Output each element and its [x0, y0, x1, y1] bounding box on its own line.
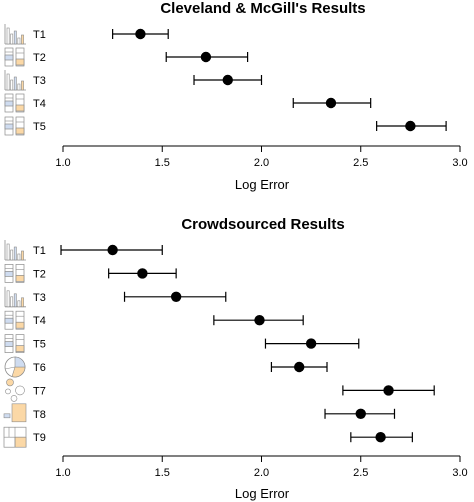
x-tick-label: 1.0 — [55, 157, 70, 169]
x-tick-label: 2.0 — [254, 157, 269, 169]
dot-plot-rows: T1 T2 T3 T4 T5 T6 T7 T8 T9 — [3, 240, 435, 448]
x-tick-label: 2.5 — [353, 157, 368, 169]
x-tick-label: 2.0 — [254, 467, 269, 479]
stacked-bar-icon — [4, 264, 25, 283]
data-point — [137, 268, 148, 279]
data-point — [107, 244, 118, 256]
square-area-icon — [3, 403, 27, 423]
panel-cleveland-mcgill: Cleveland & McGill's Results T1T2T3T4T5 … — [4, 0, 468, 192]
data-row-t3: T3 — [4, 286, 227, 308]
data-point — [170, 291, 182, 302]
x-tick-label: 3.0 — [452, 157, 467, 169]
bar-chart-icon — [4, 24, 26, 45]
data-row-t3: T3 — [4, 70, 263, 91]
row-label: T1 — [33, 245, 46, 257]
x-tick-label: 1.0 — [55, 467, 70, 479]
row-label: T6 — [33, 362, 46, 374]
data-row-t2: T2 — [4, 264, 177, 283]
data-row-t4: T4 — [4, 310, 304, 330]
chart-title: Cleveland & McGill's Results — [160, 0, 365, 17]
data-point — [305, 338, 317, 349]
data-row-t1: T1 — [4, 240, 163, 261]
data-point — [325, 97, 337, 109]
row-label: T3 — [33, 75, 46, 87]
x-axis-ticks: 1.0 1.5 2.0 2.5 3.0 — [55, 456, 468, 479]
chart-title: Crowdsourced Results — [181, 216, 344, 233]
data-point — [135, 28, 146, 40]
data-point — [222, 74, 233, 86]
data-point — [355, 408, 366, 419]
row-label: T3 — [33, 292, 46, 304]
data-row-t7: T7 — [5, 378, 435, 402]
data-row-t5: T5 — [4, 334, 360, 353]
x-tick-label: 2.5 — [353, 467, 368, 479]
row-label: T4 — [33, 98, 46, 110]
panel-crowdsourced: Crowdsourced Results T1T2T3T4T5T6T7T8T9 … — [3, 216, 468, 501]
row-label: T5 — [33, 121, 46, 133]
x-tick-label: 3.0 — [452, 467, 467, 479]
data-point — [375, 432, 386, 443]
row-label: T2 — [33, 52, 46, 64]
data-row-t4: T4 — [4, 93, 372, 113]
data-point — [294, 361, 305, 373]
stacked-bar-icon — [4, 334, 25, 353]
x-axis-label: Log Error — [235, 486, 290, 501]
data-row-t2: T2 — [4, 47, 249, 67]
x-axis-ticks: 1.0 1.5 2.0 2.5 3.0 — [55, 146, 468, 169]
data-point — [254, 315, 265, 326]
row-label: T1 — [33, 29, 46, 41]
bubble-chart-icon — [5, 378, 25, 402]
row-label: T2 — [33, 268, 46, 280]
row-label: T9 — [33, 432, 46, 444]
stacked-bar-icon — [4, 47, 25, 67]
bar-chart-icon — [4, 70, 26, 91]
stacked-bar-icon — [4, 310, 25, 330]
row-label: T5 — [33, 339, 46, 351]
data-row-t1: T1 — [4, 24, 169, 45]
bar-chart-icon — [4, 240, 26, 261]
pie-chart-icon — [4, 356, 26, 378]
data-row-t6: T6 — [4, 356, 328, 378]
data-row-t5: T5 — [4, 116, 447, 136]
x-tick-label: 1.5 — [155, 157, 170, 169]
stacked-bar-icon — [4, 116, 25, 136]
bar-chart-icon — [4, 286, 26, 308]
x-tick-label: 1.5 — [155, 467, 170, 479]
data-row-t8: T8 — [3, 403, 396, 423]
row-label: T4 — [33, 315, 46, 327]
stacked-bar-icon — [4, 93, 25, 113]
data-point — [405, 120, 416, 132]
data-row-t9: T9 — [3, 426, 413, 448]
x-axis-label: Log Error — [235, 177, 290, 192]
row-label: T7 — [33, 385, 46, 397]
row-label: T8 — [33, 409, 46, 421]
dot-plot-rows: T1 T2 T3 T4 T5 — [4, 24, 447, 136]
treemap-icon — [3, 426, 27, 448]
data-point — [383, 385, 394, 396]
data-point — [200, 51, 212, 63]
